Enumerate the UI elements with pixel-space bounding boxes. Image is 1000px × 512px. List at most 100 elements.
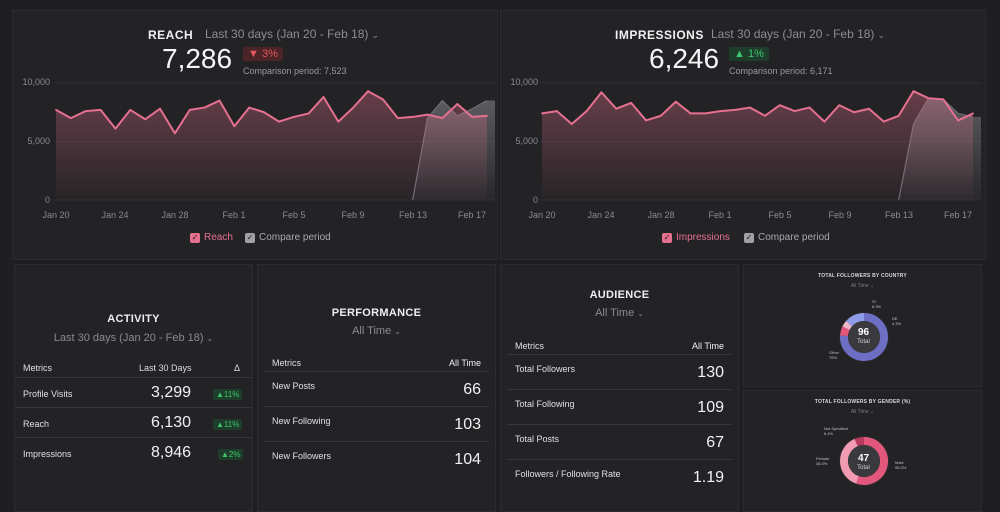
performance-row-label: New Posts xyxy=(272,381,316,391)
reach-data-point[interactable] xyxy=(367,90,370,93)
impressions-data-point[interactable] xyxy=(823,120,826,123)
triangle-up-icon: ▲ xyxy=(221,450,229,459)
reach-data-point[interactable] xyxy=(173,132,176,135)
gender-slice[interactable] xyxy=(854,437,865,447)
impressions-data-point[interactable] xyxy=(704,112,707,115)
chevron-down-icon: ⌄ xyxy=(869,283,875,289)
gender-slice[interactable] xyxy=(856,437,888,485)
impressions-data-point[interactable] xyxy=(808,106,811,109)
reach-data-point[interactable] xyxy=(218,99,221,102)
impressions-data-point[interactable] xyxy=(541,112,543,115)
reach-data-point[interactable] xyxy=(322,96,325,98)
chevron-down-icon: ⌄ xyxy=(869,409,875,415)
impressions-data-point[interactable] xyxy=(630,101,633,104)
reach-data-point[interactable] xyxy=(292,116,295,118)
impressions-data-point[interactable] xyxy=(659,114,662,117)
gender-slice[interactable] xyxy=(840,438,860,484)
reach-data-point[interactable] xyxy=(188,109,191,111)
country-slice[interactable] xyxy=(846,313,865,327)
audience-panel: AUDIENCE All Time ⌄ Metrics All Time Tota… xyxy=(500,264,739,512)
reach-data-point[interactable] xyxy=(99,109,102,111)
reach-xtick: Feb 5 xyxy=(282,210,306,220)
reach-xtick: Jan 28 xyxy=(161,210,189,220)
reach-xtick: Feb 1 xyxy=(222,210,246,220)
reach-data-point[interactable] xyxy=(396,117,399,119)
impressions-data-point[interactable] xyxy=(942,98,945,101)
gender-female-name: Female xyxy=(816,456,830,461)
impressions-data-point[interactable] xyxy=(615,107,618,110)
impressions-panel: IMPRESSIONS Last 30 days (Jan 20 - Feb 1… xyxy=(500,10,986,260)
performance-range-dropdown[interactable]: All Time ⌄ xyxy=(258,325,495,337)
impressions-data-point[interactable] xyxy=(600,91,603,94)
reach-data-point[interactable] xyxy=(84,110,87,112)
impressions-data-point[interactable] xyxy=(853,111,856,114)
reach-data-point[interactable] xyxy=(307,112,310,115)
reach-data-point[interactable] xyxy=(486,114,488,117)
reach-data-point[interactable] xyxy=(203,106,206,109)
impressions-data-point[interactable] xyxy=(793,110,796,112)
impressions-data-point[interactable] xyxy=(689,112,692,115)
impressions-data-point[interactable] xyxy=(957,119,960,122)
reach-chart xyxy=(54,82,495,201)
reach-data-point[interactable] xyxy=(337,120,340,123)
impressions-data-point[interactable] xyxy=(838,104,841,107)
impressions-data-point[interactable] xyxy=(882,120,885,123)
impressions-data-point[interactable] xyxy=(734,109,737,111)
reach-data-point[interactable] xyxy=(144,118,147,121)
triangle-up-icon: ▲ xyxy=(734,48,745,60)
reach-data-point[interactable] xyxy=(233,125,236,128)
country-slice[interactable] xyxy=(840,313,888,361)
audience-header-row: Metrics All Time xyxy=(507,336,732,355)
country-slice[interactable] xyxy=(840,326,850,337)
reach-data-point[interactable] xyxy=(352,106,355,109)
impressions-legend-main[interactable]: ✓ Impressions xyxy=(662,232,730,243)
reach-data-point[interactable] xyxy=(263,111,265,114)
impressions-data-point[interactable] xyxy=(555,110,558,112)
impressions-data-point[interactable] xyxy=(570,123,573,125)
country-range-dropdown[interactable]: All Time ⌄ xyxy=(744,283,981,289)
reach-data-point[interactable] xyxy=(55,109,57,111)
impressions-data-point[interactable] xyxy=(674,100,677,103)
impressions-data-point[interactable] xyxy=(585,110,588,112)
gender-range-label: All Time xyxy=(850,409,869,415)
table-row: New Posts 66 xyxy=(264,372,489,407)
impressions-data-point[interactable] xyxy=(972,112,974,115)
country-de-name: DE xyxy=(892,316,898,321)
followers-by-country-panel: TOTAL FOLLOWERS BY COUNTRY All Time ⌄ SI… xyxy=(743,264,982,387)
impressions-range-dropdown[interactable]: Last 30 days (Jan 20 - Feb 18) ⌄ xyxy=(711,27,885,41)
reach-range-dropdown[interactable]: Last 30 days (Jan 20 - Feb 18) ⌄ xyxy=(205,27,379,41)
reach-data-point[interactable] xyxy=(248,106,251,109)
gender-center-value: 47 xyxy=(857,453,870,464)
activity-range-dropdown[interactable]: Last 30 days (Jan 20 - Feb 18) ⌄ xyxy=(15,332,252,344)
impressions-data-point[interactable] xyxy=(897,114,900,117)
impressions-data-point[interactable] xyxy=(645,119,647,122)
reach-data-point[interactable] xyxy=(426,113,429,116)
reach-data-point[interactable] xyxy=(471,116,474,118)
gender-range-dropdown[interactable]: All Time ⌄ xyxy=(744,409,981,415)
performance-row-value: 66 xyxy=(463,381,481,398)
reach-data-point[interactable] xyxy=(278,120,280,123)
country-center-label: Total xyxy=(857,339,870,345)
impressions-legend-compare[interactable]: ✓ Compare period xyxy=(744,232,830,243)
reach-data-point[interactable] xyxy=(411,116,414,118)
impressions-data-point[interactable] xyxy=(912,90,915,93)
impressions-data-point[interactable] xyxy=(927,97,930,100)
reach-data-point[interactable] xyxy=(114,127,117,130)
impressions-data-point[interactable] xyxy=(719,110,722,112)
audience-range-dropdown[interactable]: All Time ⌄ xyxy=(501,307,738,319)
impressions-data-point[interactable] xyxy=(778,104,781,107)
reach-legend-main[interactable]: ✓ Reach xyxy=(190,232,233,243)
reach-data-point[interactable] xyxy=(159,107,161,110)
reach-data-point[interactable] xyxy=(129,109,132,111)
reach-data-point[interactable] xyxy=(69,117,72,119)
reach-legend-compare[interactable]: ✓ Compare period xyxy=(245,232,331,243)
reach-data-point[interactable] xyxy=(456,103,459,105)
impressions-data-point[interactable] xyxy=(749,106,751,109)
impressions-data-point[interactable] xyxy=(764,114,766,117)
reach-data-point[interactable] xyxy=(382,98,384,101)
reach-data-point[interactable] xyxy=(441,117,444,119)
activity-row-delta: ▲11% xyxy=(213,389,243,400)
impressions-data-point[interactable] xyxy=(868,107,870,110)
table-row: New Following 103 xyxy=(264,407,489,442)
country-slice[interactable] xyxy=(842,321,853,331)
